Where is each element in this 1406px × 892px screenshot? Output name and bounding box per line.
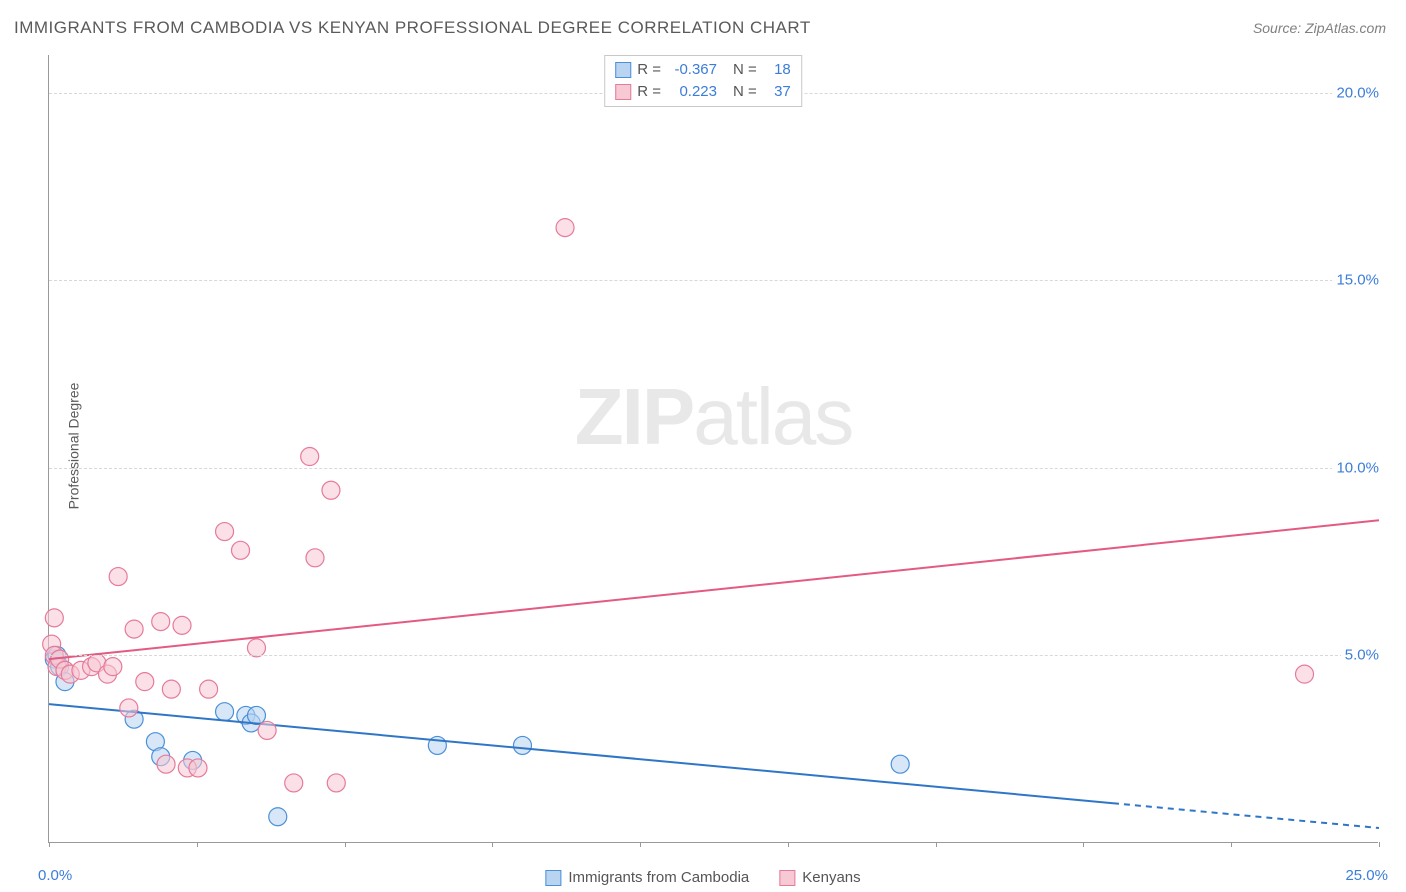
data-point — [173, 616, 191, 634]
data-point — [1296, 665, 1314, 683]
legend-row: R = -0.367 N = 18 — [615, 59, 791, 81]
data-point — [269, 808, 287, 826]
chart-canvas — [49, 55, 1378, 842]
data-point — [136, 673, 154, 691]
x-tick — [492, 842, 493, 847]
legend-n-value: 18 — [763, 59, 791, 81]
legend-swatch — [779, 870, 795, 886]
x-axis-max-label: 25.0% — [1345, 867, 1388, 884]
data-point — [232, 541, 250, 559]
grid-line — [49, 280, 1378, 281]
legend-r-label: R = — [637, 81, 661, 103]
legend-swatch — [545, 870, 561, 886]
x-tick — [936, 842, 937, 847]
y-tick-label: 15.0% — [1332, 272, 1379, 289]
data-point — [216, 523, 234, 541]
data-point — [891, 755, 909, 773]
plot-area: ZIPatlas 5.0%10.0%15.0%20.0% — [48, 55, 1378, 843]
data-point — [513, 736, 531, 754]
data-point — [157, 755, 175, 773]
y-tick-label: 20.0% — [1332, 84, 1379, 101]
x-tick — [345, 842, 346, 847]
correlation-legend: R = -0.367 N = 18 R = 0.223 N = 37 — [604, 55, 802, 107]
source-attribution: Source: ZipAtlas.com — [1253, 20, 1386, 36]
regression-line-dashed — [1113, 803, 1379, 828]
data-point — [285, 774, 303, 792]
data-point — [109, 568, 127, 586]
data-point — [556, 219, 574, 237]
series-legend: Immigrants from Cambodia Kenyans — [545, 869, 860, 886]
data-point — [152, 613, 170, 631]
data-point — [247, 639, 265, 657]
data-point — [120, 699, 138, 717]
legend-series-label: Immigrants from Cambodia — [568, 869, 749, 886]
grid-line — [49, 468, 1378, 469]
legend-r-label: R = — [637, 59, 661, 81]
regression-line — [49, 704, 1113, 803]
data-point — [104, 658, 122, 676]
legend-r-value: -0.367 — [667, 59, 717, 81]
legend-r-value: 0.223 — [667, 81, 717, 103]
chart-title: IMMIGRANTS FROM CAMBODIA VS KENYAN PROFE… — [14, 18, 811, 38]
data-point — [301, 448, 319, 466]
x-axis-min-label: 0.0% — [38, 867, 72, 884]
x-tick — [788, 842, 789, 847]
legend-series-label: Kenyans — [802, 869, 860, 886]
legend-n-label: N = — [733, 59, 757, 81]
x-tick — [49, 842, 50, 847]
data-point — [189, 759, 207, 777]
legend-swatch — [615, 62, 631, 78]
data-point — [247, 706, 265, 724]
legend-swatch — [615, 84, 631, 100]
data-point — [306, 549, 324, 567]
data-point — [216, 703, 234, 721]
grid-line — [49, 655, 1378, 656]
x-tick — [640, 842, 641, 847]
data-point — [125, 620, 143, 638]
data-point — [327, 774, 345, 792]
data-point — [162, 680, 180, 698]
y-tick-label: 5.0% — [1341, 647, 1379, 664]
legend-series-item: Kenyans — [779, 869, 860, 886]
legend-series-item: Immigrants from Cambodia — [545, 869, 749, 886]
y-tick-label: 10.0% — [1332, 459, 1379, 476]
legend-row: R = 0.223 N = 37 — [615, 81, 791, 103]
legend-n-value: 37 — [763, 81, 791, 103]
x-tick — [197, 842, 198, 847]
x-tick — [1379, 842, 1380, 847]
data-point — [200, 680, 218, 698]
x-tick — [1083, 842, 1084, 847]
legend-n-label: N = — [733, 81, 757, 103]
data-point — [258, 721, 276, 739]
data-point — [322, 481, 340, 499]
data-point — [45, 609, 63, 627]
x-tick — [1231, 842, 1232, 847]
regression-line — [49, 520, 1379, 659]
